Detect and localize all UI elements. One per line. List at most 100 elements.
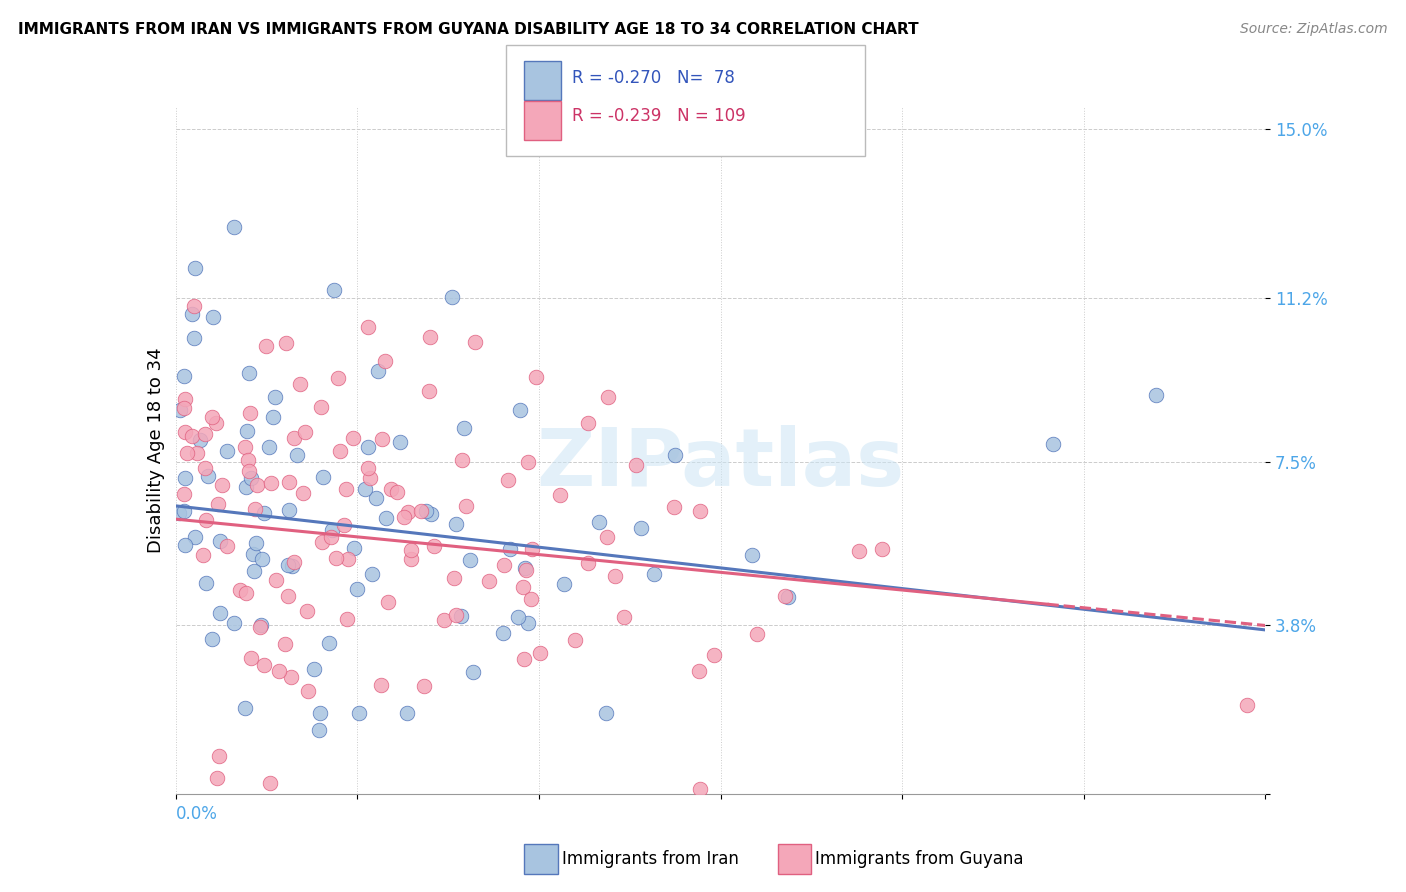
Point xyxy=(343,541,366,555)
Point xyxy=(229,583,252,598)
Point xyxy=(173,425,195,439)
Point xyxy=(453,421,475,435)
Point xyxy=(188,433,211,447)
Point xyxy=(778,591,800,605)
Point xyxy=(703,648,725,662)
Point xyxy=(398,505,420,519)
Point xyxy=(422,540,444,554)
Point xyxy=(588,515,610,529)
Point xyxy=(342,431,364,445)
Point xyxy=(259,776,281,790)
Point xyxy=(277,589,299,603)
Point xyxy=(207,749,229,764)
Point xyxy=(419,329,441,343)
Point xyxy=(281,559,304,574)
Text: R = -0.270   N=  78: R = -0.270 N= 78 xyxy=(572,69,735,87)
Point xyxy=(689,504,711,518)
Point xyxy=(249,620,271,634)
Point xyxy=(253,506,276,520)
Point xyxy=(312,470,335,484)
Point xyxy=(688,664,710,678)
Point xyxy=(1146,388,1168,402)
Point xyxy=(274,637,297,651)
Text: 0.0%: 0.0% xyxy=(176,805,218,822)
Point xyxy=(277,558,299,573)
Point xyxy=(245,536,267,550)
Point xyxy=(478,574,501,588)
Point xyxy=(329,443,352,458)
Point xyxy=(513,652,536,666)
Point xyxy=(321,523,343,537)
Point xyxy=(308,723,330,737)
Point xyxy=(183,530,205,544)
Text: Immigrants from Guyana: Immigrants from Guyana xyxy=(815,850,1024,868)
Point xyxy=(336,612,359,626)
Point xyxy=(349,706,371,720)
Point xyxy=(520,592,543,607)
Point xyxy=(262,410,284,425)
Point xyxy=(333,517,356,532)
Point xyxy=(870,541,893,556)
Point xyxy=(596,530,619,544)
Point xyxy=(277,475,299,489)
Point xyxy=(357,440,380,454)
Point xyxy=(283,555,305,569)
Point xyxy=(173,392,195,406)
Point xyxy=(366,491,388,505)
Point xyxy=(215,444,238,458)
Point xyxy=(461,665,484,680)
Y-axis label: Disability Age 18 to 34: Disability Age 18 to 34 xyxy=(146,348,165,553)
Point xyxy=(520,542,543,557)
Point xyxy=(509,403,531,417)
Point xyxy=(295,604,318,618)
Point xyxy=(443,570,465,584)
Point xyxy=(236,425,259,439)
Point xyxy=(173,504,195,518)
Point xyxy=(194,460,217,475)
Point xyxy=(624,458,647,472)
Point xyxy=(201,632,224,646)
Point xyxy=(194,427,217,442)
Point xyxy=(596,390,619,404)
Point xyxy=(498,473,520,487)
Point xyxy=(374,511,396,525)
Point xyxy=(395,706,418,720)
Point xyxy=(418,384,440,399)
Point xyxy=(252,657,274,672)
Point xyxy=(201,310,224,324)
Point xyxy=(550,488,572,502)
Point xyxy=(173,538,195,552)
Point xyxy=(169,506,191,520)
Point xyxy=(195,513,218,527)
Point xyxy=(595,706,617,720)
Point xyxy=(456,499,478,513)
Point xyxy=(370,678,392,692)
Point xyxy=(191,548,214,562)
Point xyxy=(207,772,229,786)
Point xyxy=(302,662,325,676)
Point xyxy=(512,581,534,595)
Point xyxy=(689,782,711,797)
Point xyxy=(181,307,204,321)
Point xyxy=(605,568,627,582)
Point xyxy=(297,683,319,698)
Point xyxy=(222,615,245,630)
Point xyxy=(576,556,599,570)
Point xyxy=(346,582,368,596)
Point xyxy=(208,606,231,620)
Point xyxy=(464,334,486,349)
Point xyxy=(401,542,423,557)
Point xyxy=(515,563,537,577)
Point xyxy=(233,441,256,455)
Point xyxy=(371,432,394,446)
Point xyxy=(287,448,309,462)
Point xyxy=(173,401,195,415)
Text: R = -0.239   N = 109: R = -0.239 N = 109 xyxy=(572,107,745,125)
Point xyxy=(446,517,468,532)
Point xyxy=(394,510,416,524)
Point xyxy=(294,425,316,439)
Point xyxy=(328,370,350,384)
Point xyxy=(526,370,548,384)
Point xyxy=(276,336,298,351)
Point xyxy=(264,390,287,404)
